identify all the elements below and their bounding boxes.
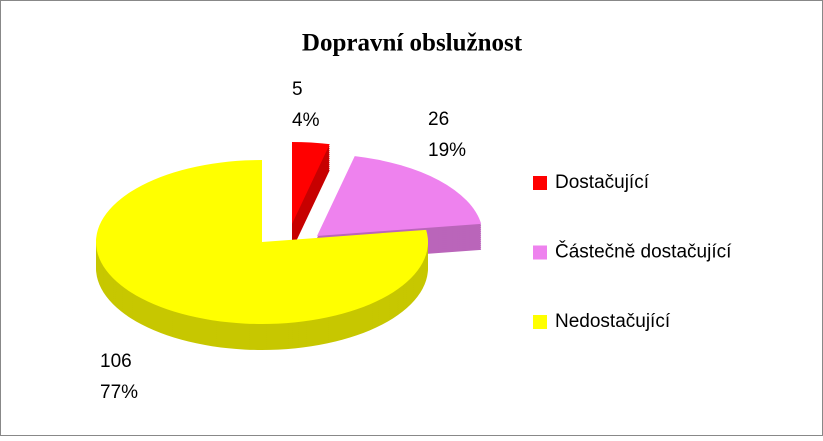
legend-swatch — [533, 315, 547, 329]
slice — [95, 160, 429, 324]
legend-label: Nedostačující — [555, 311, 671, 332]
percent-label: 77% — [100, 382, 138, 403]
legend-swatch — [533, 245, 547, 260]
percent-label: 4% — [292, 110, 320, 131]
slice — [292, 142, 330, 224]
data-label: 26 — [428, 109, 449, 130]
data-label: 5 — [292, 79, 303, 100]
legend-label: Částečně dostačující — [555, 241, 732, 263]
slice — [317, 156, 482, 236]
legend-label: Dostačující — [555, 172, 650, 193]
chart-title: Dopravní obslužnost — [302, 30, 523, 57]
data-label: 106 — [100, 351, 132, 372]
percent-label: 19% — [428, 140, 466, 161]
legend-swatch — [533, 176, 547, 190]
